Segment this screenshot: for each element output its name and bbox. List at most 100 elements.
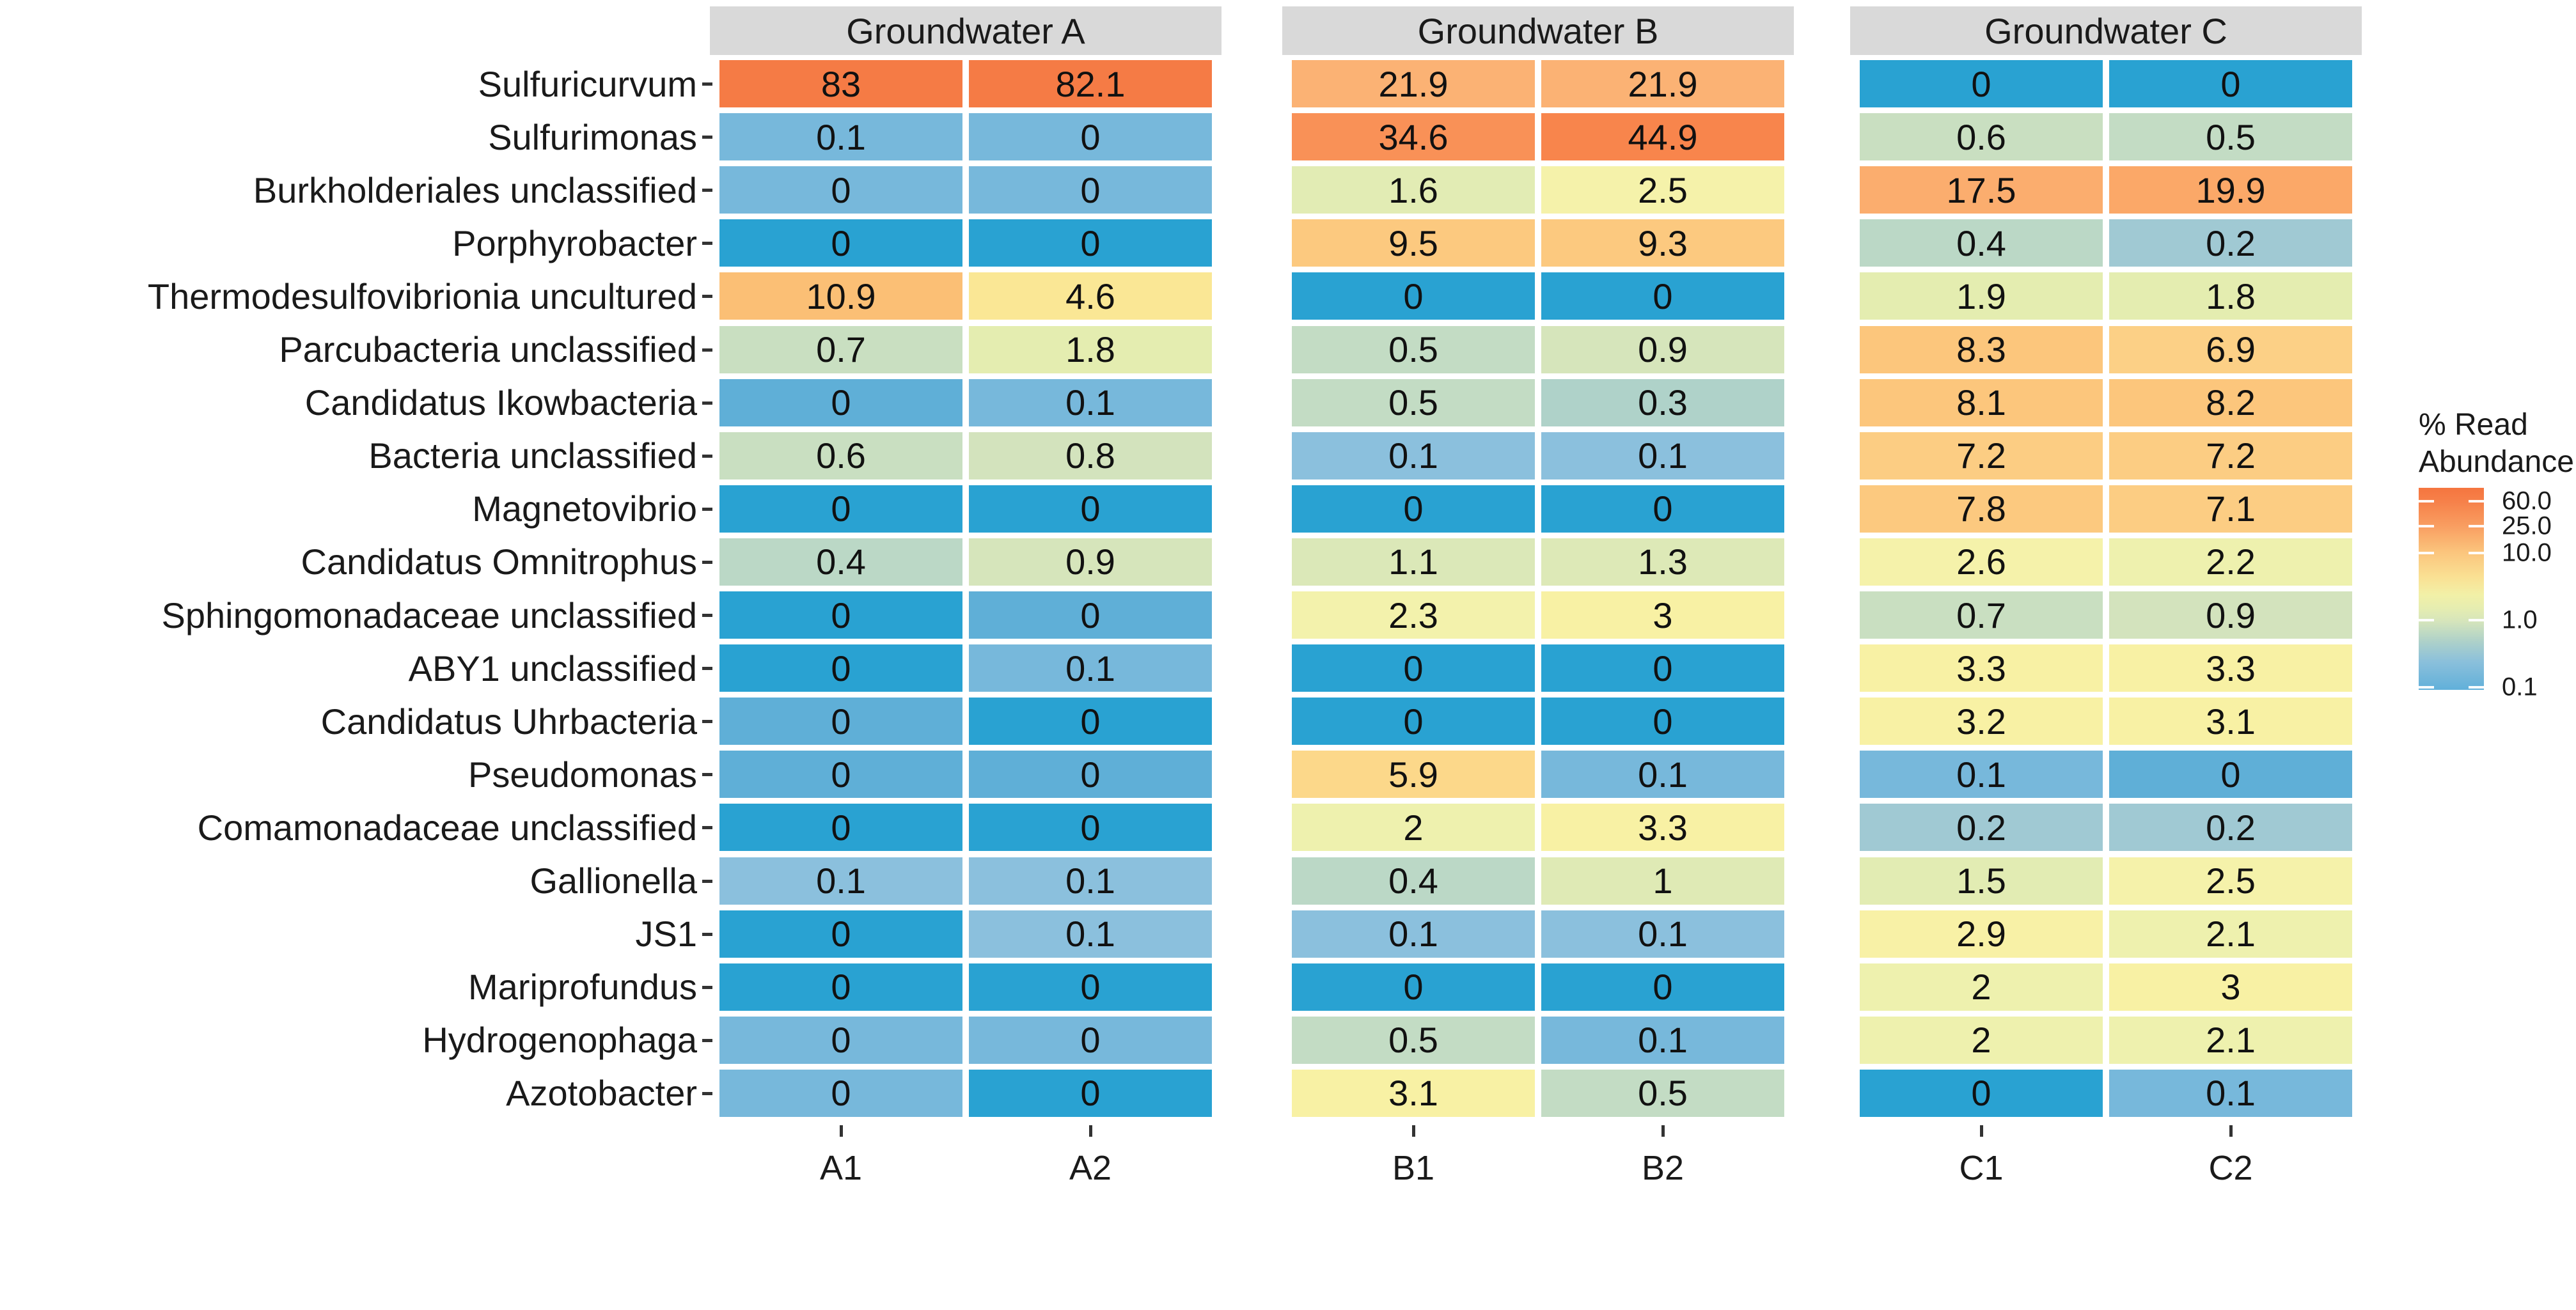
y-axis-tick: [702, 1091, 712, 1095]
cell-value: 0: [1403, 648, 1424, 689]
cell-value: 0: [1653, 701, 1673, 742]
heatmap-cell: 0: [2109, 60, 2352, 107]
cell-value: 6.9: [2206, 329, 2256, 370]
row-label: Candidatus Ikowbacteria: [304, 382, 697, 423]
cell-value: 0.4: [1388, 861, 1438, 901]
cell-value: 0.1: [1065, 648, 1115, 689]
heatmap-cell: 0: [719, 644, 962, 692]
heatmap-cell: 7.2: [1860, 432, 2103, 480]
x-axis-tick: [1089, 1125, 1092, 1137]
cell-value: 3.1: [2206, 701, 2256, 742]
heatmap-cell: 0.1: [1860, 751, 2103, 799]
x-axis-tick: [2229, 1125, 2233, 1137]
cell-value: 0: [2220, 754, 2241, 795]
cell-value: 19.9: [2195, 169, 2266, 210]
heatmap-cell: 0.5: [1292, 325, 1535, 373]
cell-value: 10.9: [806, 276, 876, 316]
row-label: Porphyrobacter: [452, 222, 697, 263]
cell-value: 0.5: [1388, 382, 1438, 423]
cell-value: 0.3: [1638, 382, 1688, 423]
cell-value: 2.2: [2206, 542, 2256, 582]
cell-value: 1.9: [1956, 276, 2006, 316]
y-axis-tick: [702, 773, 712, 777]
y-axis-tick: [702, 932, 712, 936]
cell-value: 2: [1971, 967, 1991, 1008]
cell-value: 2.1: [2206, 1020, 2256, 1061]
heatmap-cell: 0: [969, 166, 1212, 214]
cell-value: 3.2: [1956, 701, 2006, 742]
heatmap-cell: 0.1: [1292, 910, 1535, 958]
heatmap-cell: 0: [719, 219, 962, 267]
heatmap-cell: 0: [719, 485, 962, 533]
cell-value: 0.4: [1956, 222, 2006, 263]
heatmap-cell: 0: [719, 963, 962, 1011]
y-axis-tick: [702, 295, 712, 299]
cell-value: 0.7: [1956, 595, 2006, 636]
row-label: Azotobacter: [506, 1073, 697, 1114]
cell-value: 0.1: [1065, 861, 1115, 901]
x-axis-label: A1: [819, 1149, 863, 1187]
heatmap-cell: 1.8: [969, 325, 1212, 373]
heatmap-cell: 0.2: [2109, 219, 2352, 267]
heatmap-cell: 2: [1860, 1016, 2103, 1064]
cell-value: 1: [1653, 861, 1673, 901]
heatmap-cell: 0: [719, 910, 962, 958]
cell-value: 0: [831, 967, 851, 1008]
cell-value: 0.9: [2206, 595, 2256, 636]
row-label: Magnetovibrio: [472, 488, 697, 529]
cell-value: 0: [1080, 1020, 1101, 1061]
cell-value: 0.8: [1065, 435, 1115, 476]
row-label: Candidatus Omnitrophus: [301, 542, 697, 582]
heatmap-cell: 0: [969, 113, 1212, 161]
heatmap-cell: 2.6: [1860, 538, 2103, 586]
legend-tick-label: 0.1: [2502, 673, 2538, 701]
heatmap-cell: 0: [1860, 60, 2103, 107]
heatmap-cell: 0.7: [1860, 591, 2103, 639]
cell-value: 0.2: [2206, 807, 2256, 848]
cell-value: 0: [1971, 63, 1991, 104]
cell-value: 0: [831, 169, 851, 210]
heatmap-cell: 21.9: [1292, 60, 1535, 107]
heatmap-cell: 19.9: [2109, 166, 2352, 214]
heatmap-cell: 0: [1292, 272, 1535, 320]
cell-value: 0.1: [1388, 914, 1438, 955]
heatmap-cell: 0: [1541, 963, 1784, 1011]
cell-value: 0: [831, 382, 851, 423]
heatmap-cell: 0: [969, 219, 1212, 267]
cell-value: 1.8: [1065, 329, 1115, 370]
x-axis-label: B2: [1641, 1149, 1685, 1187]
row-label: Candidatus Uhrbacteria: [320, 701, 697, 742]
heatmap-cell: 0.3: [1541, 378, 1784, 426]
heatmap-cell: 0.9: [2109, 591, 2352, 639]
heatmap-cell: 0.1: [969, 910, 1212, 958]
y-axis-tick: [702, 242, 712, 246]
cell-value: 0.9: [1638, 329, 1688, 370]
cell-value: 0: [1080, 807, 1101, 848]
cell-value: 0.1: [816, 116, 866, 157]
heatmap-cell: 83: [719, 60, 962, 107]
heatmap-cell: 4.6: [969, 272, 1212, 320]
legend-tick-label: 10.0: [2502, 538, 2552, 567]
cell-value: 7.2: [1956, 435, 2006, 476]
heatmap-cell: 1: [1541, 857, 1784, 905]
cell-value: 0: [831, 914, 851, 955]
heatmap-cell: 17.5: [1860, 166, 2103, 214]
heatmap-cell: 0: [1541, 644, 1784, 692]
cell-value: 0.6: [816, 435, 866, 476]
legend-bar-tick: [2469, 525, 2484, 528]
cell-value: 0.2: [1956, 807, 2006, 848]
cell-value: 0: [831, 1020, 851, 1061]
heatmap-cell: 44.9: [1541, 113, 1784, 161]
cell-value: 0.5: [1638, 1073, 1688, 1114]
cell-value: 2.3: [1388, 595, 1438, 636]
heatmap-cell: 0: [969, 1069, 1212, 1117]
cell-value: 7.1: [2206, 488, 2256, 529]
cell-value: 2.6: [1956, 542, 2006, 582]
cell-value: 8.3: [1956, 329, 2006, 370]
heatmap-cell: 0.9: [1541, 325, 1784, 373]
cell-value: 1.3: [1638, 542, 1688, 582]
cell-value: 5.9: [1388, 754, 1438, 795]
cell-value: 0.5: [1388, 1020, 1438, 1061]
cell-value: 0: [1080, 595, 1101, 636]
